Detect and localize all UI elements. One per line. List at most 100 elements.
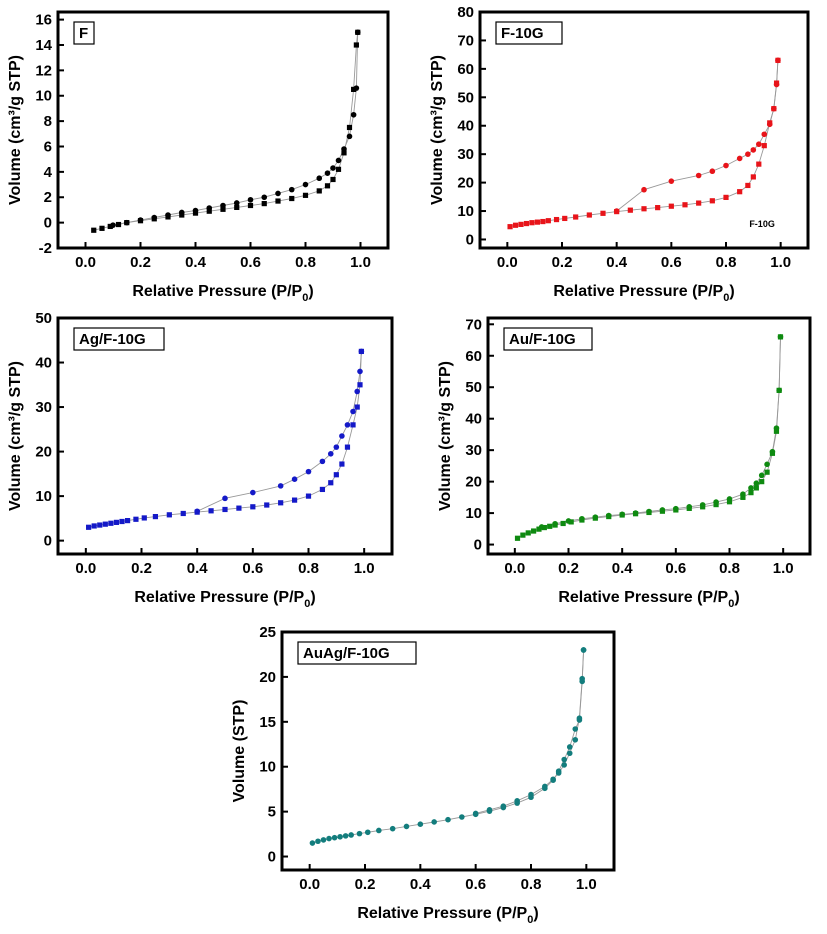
x-tick-label: 0.0 [504,560,525,577]
data-point [278,500,284,506]
data-point [320,837,327,843]
data-point [726,499,733,505]
x-tick-label: 0.6 [465,876,486,893]
data-point [275,190,281,197]
y-tick-label: 40 [35,355,52,372]
y-tick-label: 30 [35,399,52,416]
data-point [119,518,125,525]
data-point [335,157,342,164]
y-tick-label: 30 [457,146,474,163]
y-tick-label: 14 [35,37,52,54]
y-tick-label: 16 [35,12,52,29]
x-tick-label: 1.0 [576,876,597,893]
y-tick-label: 0 [474,537,482,554]
data-point [319,486,326,493]
y-tick-label: 10 [465,505,482,522]
data-point [520,532,526,538]
data-point [748,485,754,491]
sample-label-box [503,327,593,351]
data-point [152,513,159,520]
y-tick-label: 70 [457,32,474,49]
data-point [264,502,270,508]
data-point [565,518,572,524]
x-tick-label: 0.2 [131,560,152,577]
x-tick-label: 1.0 [354,560,375,577]
data-point [673,505,679,512]
sample-label: Au/F-10G [509,331,576,348]
data-point [261,194,268,201]
data-point [632,510,639,516]
data-point [740,494,746,500]
x-tick-label: 0.2 [130,254,151,271]
data-point [659,507,666,513]
data-point [206,205,213,211]
x-axis-label: Relative Pressure (P/P0) [132,283,313,304]
y-tick-label: 0 [466,231,474,248]
y-tick-label: 4 [44,164,53,181]
data-point [776,387,782,394]
x-tick-label: 0.4 [612,560,634,577]
x-tick-label: 0.0 [75,254,96,271]
data-point [220,206,226,212]
data-point [572,736,579,743]
y-tick-label: 20 [35,444,52,461]
y-tick-label: 0 [44,215,52,232]
data-point [108,520,114,526]
data-point [431,819,437,825]
y-tick-label: 30 [465,442,482,459]
x-tick-label: 0.2 [558,560,579,577]
x-tick-label: 0.0 [75,560,96,577]
data-point [600,210,606,216]
data-point [696,200,702,206]
data-point [745,151,751,157]
data-point [261,200,267,207]
data-point [682,202,688,208]
data-point [775,57,781,64]
data-point [531,528,537,534]
data-point [547,523,553,529]
data-point [619,511,625,518]
data-point [350,408,356,415]
data-point [91,227,97,233]
x-tick-label: 0.8 [295,254,316,271]
plot-frame [478,10,810,250]
y-tick-label: 0 [44,533,52,550]
data-point [403,823,410,830]
x-tick-label: 1.0 [770,254,791,271]
data-point [523,220,530,227]
data-point [536,526,542,532]
data-point [566,750,573,757]
isotherm-panel-4: 0.0 0.2 0.4 0.6 0.8 1.0 0 5 10 15 20 25 AuAg/F-10G Re… [231,624,616,926]
data-point [699,502,706,508]
plot-frame [280,630,616,872]
data-point [545,218,551,224]
data-point [572,726,579,732]
data-point [194,508,200,515]
data-point [641,186,647,193]
data-point [151,214,158,221]
series-line-desorption [616,60,779,212]
data-point [330,165,336,171]
y-tick-label: 25 [259,624,276,641]
series-line-adsorption [312,649,585,844]
data-point [357,382,363,388]
data-point [542,783,548,790]
data-point [86,524,92,530]
x-axis-label: Relative Pressure (P/P0) [357,905,538,926]
x-tick-label: 0.2 [552,254,573,271]
isotherm-panel-2: 0.0 0.2 0.4 0.6 0.8 1.0 0 10 20 30 40 50 Ag/F-10G Rel… [7,310,394,610]
y-tick-label: 20 [259,669,276,686]
data-point [328,480,334,486]
data-point [247,202,254,209]
x-tick-label: 0.6 [661,254,682,271]
x-tick-label: 0.6 [242,560,263,577]
x-tick-label: 0.4 [410,876,432,893]
data-point [192,207,199,214]
data-point [277,483,284,489]
data-point [91,523,97,529]
data-point [723,162,729,169]
data-point [540,218,546,225]
data-point [553,216,560,223]
data-point [350,111,357,118]
data-point [354,388,361,395]
